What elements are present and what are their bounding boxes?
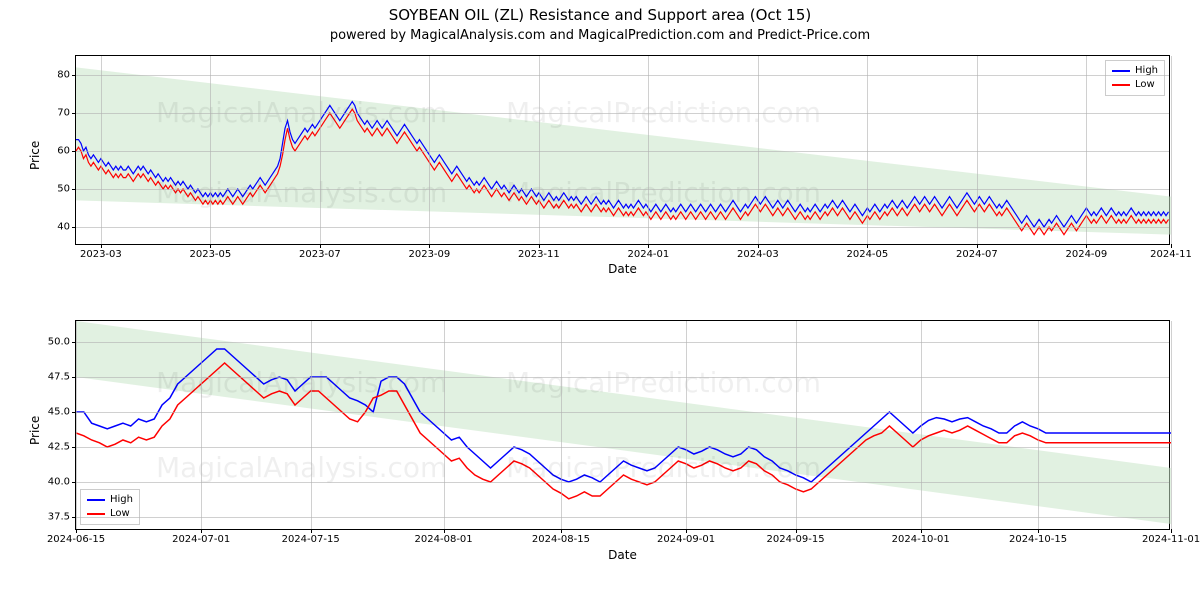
xtick-label: 2024-06-15	[47, 534, 105, 545]
xtick-label: 2023-11	[518, 249, 560, 260]
xtick-label: 2023-09	[408, 249, 450, 260]
xtick-label: 2024-09-15	[767, 534, 825, 545]
xtick-label: 2023-03	[80, 249, 122, 260]
ytick-label: 50	[30, 184, 70, 195]
xtick-label: 2024-09-01	[657, 534, 715, 545]
legend-item-high: High	[87, 493, 133, 507]
chart-subtitle: powered by MagicalAnalysis.com and Magic…	[0, 28, 1200, 43]
xtick-label: 2024-07-15	[282, 534, 340, 545]
bottom-chart-xlabel: Date	[75, 548, 1170, 562]
xtick-label: 2024-11-01	[1142, 534, 1200, 545]
xtick-label: 2024-09	[1065, 249, 1107, 260]
legend-item-low: Low	[87, 507, 133, 521]
top-chart-axes: MagicalAnalysis.com MagicalPrediction.co…	[75, 55, 1170, 245]
top-chart-plot	[76, 56, 1169, 244]
legend-label: High	[110, 493, 133, 507]
xtick-label: 2024-05	[846, 249, 888, 260]
bottom-chart-plot	[76, 321, 1169, 529]
xtick-label: 2024-11	[1150, 249, 1192, 260]
bottom-chart-axes: MagicalAnalysis.com MagicalPrediction.co…	[75, 320, 1170, 530]
top-chart-ylabel: Price	[28, 141, 42, 170]
legend-swatch	[87, 499, 105, 501]
ytick-label: 80	[30, 70, 70, 81]
xtick-label: 2024-10-01	[892, 534, 950, 545]
legend-swatch	[1112, 70, 1130, 72]
ytick-label: 47.5	[30, 372, 70, 383]
legend-item-low: Low	[1112, 78, 1158, 92]
legend-label: Low	[1135, 78, 1155, 92]
bottom-chart-ylabel: Price	[28, 416, 42, 445]
ytick-label: 40	[30, 222, 70, 233]
ytick-label: 70	[30, 108, 70, 119]
xtick-label: 2023-07	[299, 249, 341, 260]
top-chart-legend: High Low	[1105, 60, 1165, 96]
xtick-label: 2024-03	[737, 249, 779, 260]
xtick-label: 2024-08-15	[532, 534, 590, 545]
ytick-label: 37.5	[30, 512, 70, 523]
xtick-label: 2024-07-01	[172, 534, 230, 545]
legend-label: Low	[110, 507, 130, 521]
top-chart-xlabel: Date	[75, 262, 1170, 276]
figure: SOYBEAN OIL (ZL) Resistance and Support …	[0, 0, 1200, 600]
chart-suptitle: SOYBEAN OIL (ZL) Resistance and Support …	[0, 6, 1200, 24]
xtick-label: 2024-01	[627, 249, 669, 260]
xtick-label: 2023-05	[189, 249, 231, 260]
bottom-chart-legend: High Low	[80, 489, 140, 525]
xtick-label: 2024-10-15	[1009, 534, 1067, 545]
legend-swatch	[87, 513, 105, 515]
legend-swatch	[1112, 84, 1130, 86]
xtick-label: 2024-07	[956, 249, 998, 260]
support-resistance-band	[76, 321, 1171, 524]
ytick-label: 40.0	[30, 477, 70, 488]
xtick-label: 2024-08-01	[415, 534, 473, 545]
ytick-label: 50.0	[30, 337, 70, 348]
